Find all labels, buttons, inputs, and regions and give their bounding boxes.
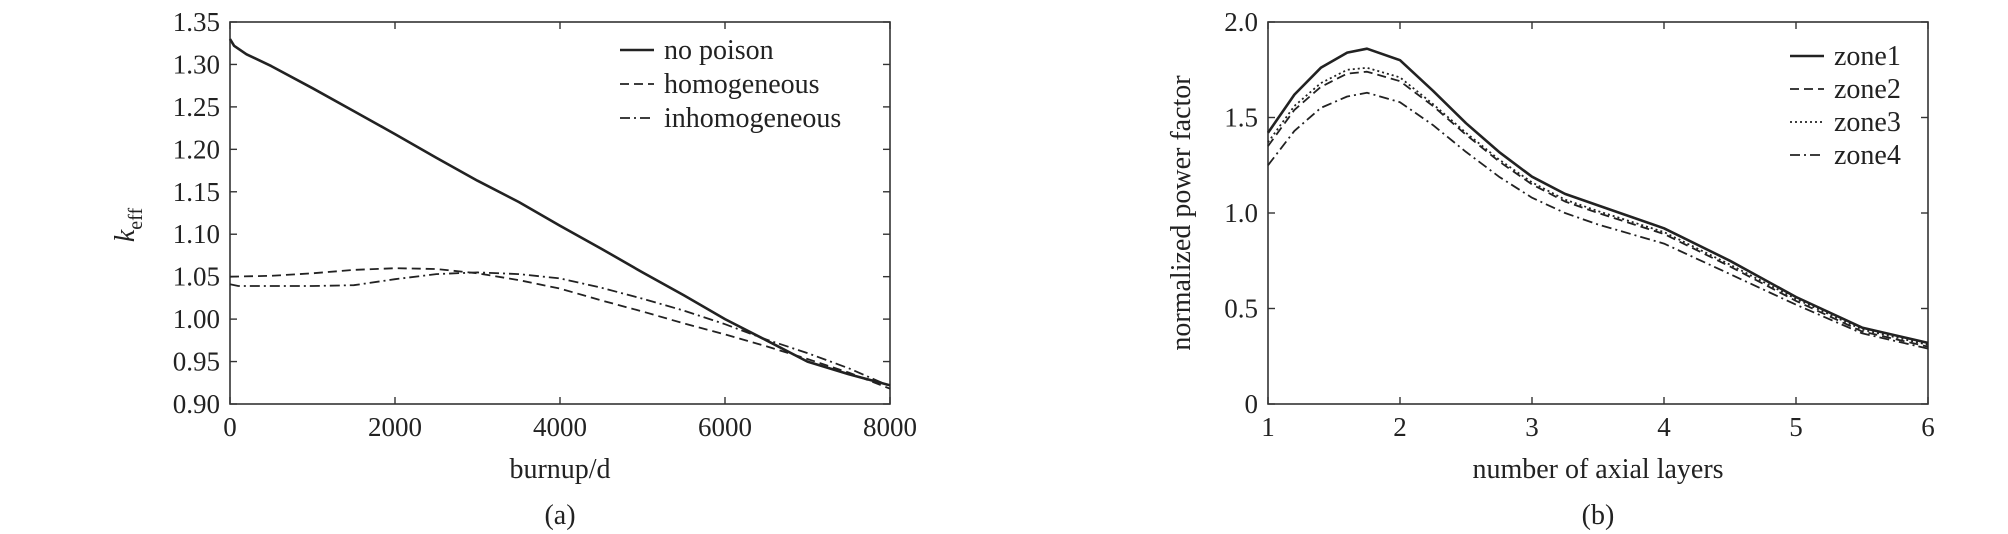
legend-label: zone1	[1834, 41, 1901, 72]
series-line-zone1	[1266, 47, 1929, 345]
x-tick-label: 8000	[863, 412, 917, 442]
y-axis-label-main: k	[110, 229, 141, 242]
series-line-zone4	[1267, 91, 1929, 350]
legend-label: homogeneous	[664, 69, 820, 100]
x-tick-label: 2	[1393, 412, 1407, 442]
x-tick-label: 2000	[368, 412, 422, 442]
legend-label: zone4	[1834, 140, 1901, 171]
x-tick-label: 6	[1921, 412, 1935, 442]
y-axis-label-sub: eff	[125, 208, 147, 230]
legend-label: zone2	[1834, 74, 1901, 105]
y-tick-label: 1.15	[173, 177, 220, 207]
y-tick-label: 1.30	[173, 49, 220, 79]
x-tick-label: 4000	[533, 412, 587, 442]
y-tick-label: 0.90	[173, 389, 220, 419]
y-tick-label: 0.5	[1224, 294, 1258, 324]
y-tick-label: 1.20	[173, 134, 220, 164]
x-tick-label: 6000	[698, 412, 752, 442]
series-line-homogeneous	[229, 267, 891, 390]
x-tick-label: 3	[1525, 412, 1539, 442]
y-tick-label: 1.00	[173, 304, 220, 334]
x-tick-label: 0	[223, 412, 237, 442]
panel-caption: (a)	[544, 500, 575, 531]
series-line-zone2	[1267, 70, 1929, 348]
y-tick-label: 1.35	[173, 7, 220, 37]
y-axis-label: keff	[110, 208, 147, 243]
y-tick-label: 0.95	[173, 347, 220, 377]
x-tick-label: 4	[1657, 412, 1671, 442]
legend-label: no poison	[664, 35, 774, 66]
x-axis-label: burnup/d	[509, 454, 610, 485]
y-tick-label: 2.0	[1224, 7, 1258, 37]
y-tick-label: 1.05	[173, 262, 220, 292]
y-tick-label: 1.5	[1224, 103, 1258, 133]
chart-panel-a: 0 2000 4000 6000 8000 0.90 0.95 1.00 1.05 1.10 1.1…	[110, 7, 917, 531]
series-line-inhomogeneous	[229, 271, 891, 388]
y-axis-label: normalized power factor	[1166, 75, 1197, 351]
y-tick-label: 1.10	[173, 219, 220, 249]
x-tick-label: 5	[1789, 412, 1803, 442]
plot-frame	[1267, 21, 1929, 405]
y-tick-label: 1.25	[173, 92, 220, 122]
panel-caption: (b)	[1582, 500, 1615, 531]
y-tick-label: 0	[1245, 389, 1259, 419]
legend-label: zone3	[1834, 107, 1901, 138]
legend-label: inhomogeneous	[664, 103, 841, 134]
y-tick-label: 1.0	[1224, 198, 1258, 228]
x-tick-label: 1	[1261, 412, 1275, 442]
x-axis-label: number of axial layers	[1472, 454, 1723, 485]
